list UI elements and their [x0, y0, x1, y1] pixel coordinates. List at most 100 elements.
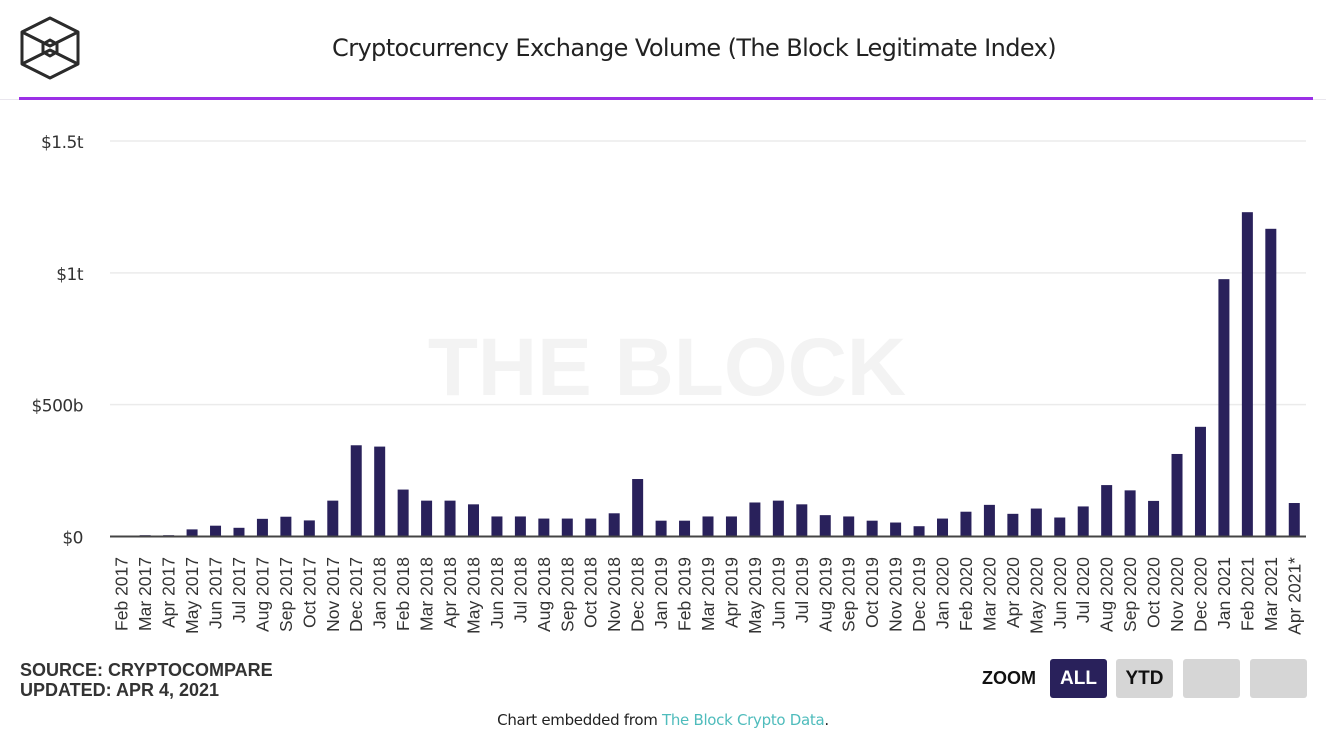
- x-tick-label: Mar 2021: [1261, 557, 1281, 631]
- bar[interactable]: [1194, 426, 1206, 537]
- x-tick-label: May 2018: [463, 557, 483, 634]
- x-tick-label: Oct 2020: [1144, 557, 1164, 628]
- bar[interactable]: [913, 526, 925, 537]
- bar[interactable]: [890, 522, 902, 537]
- bar[interactable]: [233, 527, 245, 537]
- bar[interactable]: [210, 525, 222, 537]
- x-tick-label: Sep 2017: [276, 557, 296, 632]
- bar[interactable]: [937, 518, 949, 537]
- bar[interactable]: [1148, 500, 1160, 537]
- x-tick-label: Jul 2020: [1073, 557, 1093, 623]
- bar[interactable]: [819, 515, 831, 537]
- bar[interactable]: [467, 504, 479, 537]
- bar[interactable]: [421, 500, 433, 537]
- x-tick-label: Dec 2018: [628, 557, 648, 632]
- x-tick-label: Jan 2020: [933, 557, 953, 629]
- bar[interactable]: [1101, 485, 1113, 537]
- bar[interactable]: [1265, 228, 1277, 537]
- chart-title: Cryptocurrency Exchange Volume (The Bloc…: [332, 34, 1057, 62]
- x-tick-label: Nov 2018: [604, 557, 624, 632]
- bar[interactable]: [561, 518, 573, 537]
- x-tick-label: Feb 2018: [393, 557, 413, 631]
- bar[interactable]: [655, 520, 667, 537]
- bar[interactable]: [1218, 279, 1230, 537]
- x-tick-label: Aug 2020: [1097, 557, 1117, 632]
- x-tick-label: Apr 2018: [440, 557, 460, 628]
- y-tick-label: $0: [62, 529, 83, 549]
- x-tick-label: Nov 2020: [1167, 557, 1187, 632]
- bar[interactable]: [866, 520, 878, 537]
- bar[interactable]: [1054, 517, 1066, 537]
- y-tick-label: $1t: [56, 265, 84, 285]
- x-tick-label: Oct 2017: [299, 557, 319, 628]
- bar[interactable]: [374, 446, 386, 537]
- y-tick-label: $500b: [31, 397, 83, 417]
- x-tick-label: Oct 2018: [581, 557, 601, 628]
- bar[interactable]: [444, 500, 456, 537]
- bar[interactable]: [679, 520, 691, 537]
- zoom-all-button[interactable]: ALL: [1050, 659, 1107, 698]
- bar[interactable]: [749, 502, 761, 537]
- bar[interactable]: [327, 500, 339, 537]
- embed-prefix: Chart embedded from: [497, 711, 662, 729]
- bar[interactable]: [350, 445, 362, 537]
- bar[interactable]: [585, 518, 597, 537]
- bar[interactable]: [796, 504, 808, 537]
- bar[interactable]: [256, 518, 268, 537]
- x-tick-label: Feb 2021: [1237, 557, 1257, 631]
- bar[interactable]: [1288, 503, 1300, 537]
- bar[interactable]: [608, 513, 620, 537]
- x-tick-label: Mar 2018: [417, 557, 437, 631]
- bar[interactable]: [397, 489, 409, 537]
- bar[interactable]: [538, 518, 550, 537]
- bar[interactable]: [983, 504, 995, 537]
- header-accent-rule: [19, 97, 1313, 100]
- x-tick-label: Sep 2019: [839, 557, 859, 632]
- bar[interactable]: [1030, 508, 1042, 537]
- bar[interactable]: [1124, 490, 1136, 537]
- bar-chart: THE BLOCK $0$500b$1t$1.5t Feb 2017 Mar 20…: [31, 133, 1306, 635]
- x-tick-label: Mar 2020: [979, 557, 999, 631]
- bar[interactable]: [1077, 506, 1089, 537]
- x-tick-label: Jun 2017: [206, 557, 226, 629]
- x-tick-label: Jun 2018: [487, 557, 507, 629]
- x-tick-label: Apr 2021*: [1284, 557, 1304, 635]
- x-tick-label: Sep 2020: [1120, 557, 1140, 632]
- x-tick-label: Feb 2017: [112, 557, 132, 631]
- bar[interactable]: [632, 479, 644, 537]
- bar[interactable]: [1007, 513, 1019, 537]
- x-tick-label: Nov 2017: [323, 557, 343, 632]
- x-tick-label: Mar 2019: [698, 557, 718, 631]
- bar[interactable]: [280, 516, 292, 537]
- x-tick-label: Dec 2020: [1190, 557, 1210, 632]
- x-tick-label: Jul 2019: [792, 557, 812, 623]
- x-tick-label: Feb 2019: [675, 557, 695, 631]
- embed-credit: Chart embedded from The Block Crypto Dat…: [0, 711, 1326, 729]
- zoom-ytd-button[interactable]: YTD: [1116, 659, 1173, 698]
- the-block-crypto-data-link[interactable]: The Block Crypto Data: [661, 711, 825, 729]
- bar[interactable]: [303, 520, 315, 537]
- x-tick-label: Sep 2018: [557, 557, 577, 632]
- bar[interactable]: [1171, 453, 1183, 537]
- source-info: SOURCE: CRYPTOCOMPARE UPDATED: APR 4, 20…: [20, 660, 273, 700]
- x-tick-label: Jul 2017: [229, 557, 249, 623]
- x-tick-label: May 2017: [182, 557, 202, 634]
- source-label: SOURCE: CRYPTOCOMPARE: [20, 660, 273, 680]
- x-tick-label: Jun 2019: [768, 557, 788, 629]
- bar[interactable]: [514, 516, 526, 537]
- x-tick-label: Jan 2021: [1214, 557, 1234, 629]
- bar[interactable]: [960, 511, 972, 537]
- x-tick-label: Apr 2019: [721, 557, 741, 628]
- bar[interactable]: [843, 516, 855, 537]
- bar[interactable]: [725, 516, 737, 537]
- zoom-button-4[interactable]: [1250, 659, 1307, 698]
- x-tick-label: Jan 2019: [651, 557, 671, 629]
- bar[interactable]: [772, 500, 784, 537]
- bar[interactable]: [491, 516, 503, 537]
- bar[interactable]: [1241, 212, 1253, 537]
- zoom-button-3[interactable]: [1183, 659, 1240, 698]
- x-tick-label: Oct 2019: [862, 557, 882, 628]
- bar[interactable]: [702, 516, 714, 537]
- bar[interactable]: [186, 529, 198, 537]
- y-tick-label: $1.5t: [41, 133, 84, 153]
